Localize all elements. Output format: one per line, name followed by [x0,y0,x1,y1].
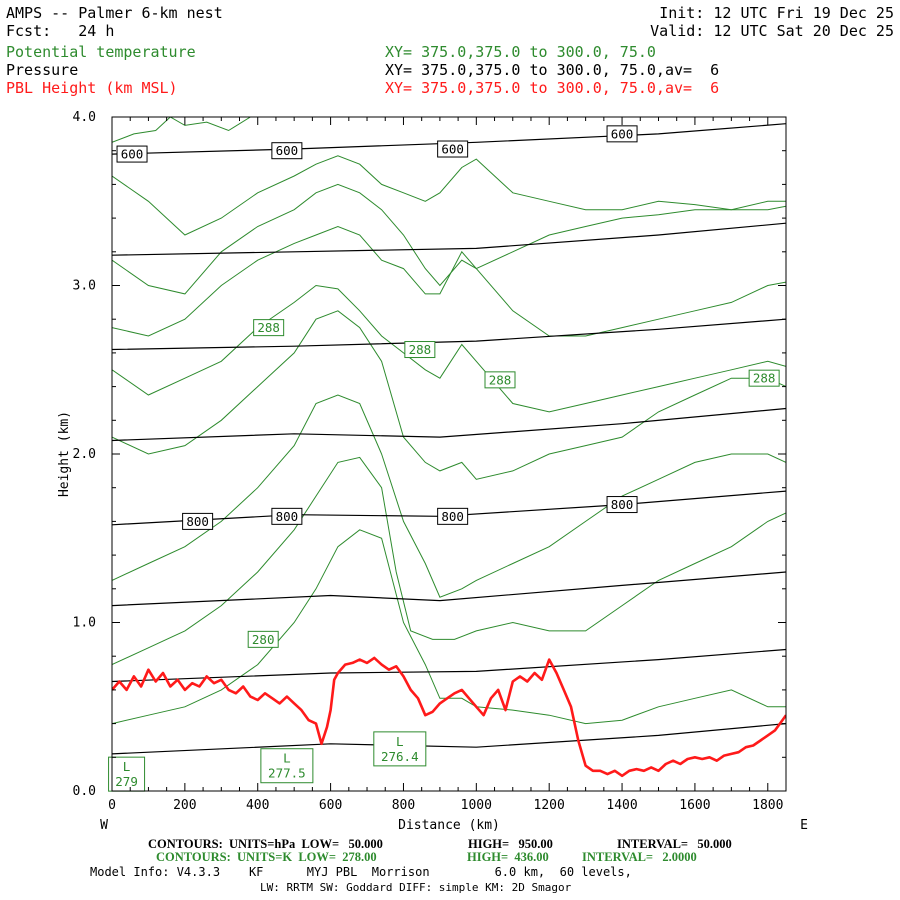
theta-label-1: 288 [257,320,280,335]
theta-label-0: 280 [252,632,275,647]
y-tick-label-1: 1.0 [73,616,96,631]
pressure-contour-700 [112,318,786,351]
theta-contour-288 [112,284,786,413]
pressure-label-7-box [606,496,638,514]
pressure-contour-750 [112,407,786,442]
pressure-label-2: 600 [441,142,464,157]
theta-label-4: 288 [753,371,776,386]
footer-theta-high: HIGH= 436.00 [467,850,549,864]
x-tick-label-0: 0 [108,798,116,813]
low-box-1 [260,748,314,784]
low-letter-2: L [396,734,404,749]
pressure-label-2-box [437,140,469,158]
theta-label-3-box [484,371,516,389]
theta-contour-294 [112,155,786,236]
low-value-1: 277.5 [268,766,306,781]
footer-model-info: Model Info: V4.3.3 KF MYJ PBL Morrison 6… [90,865,632,879]
y-tick-label-2: 2.0 [73,447,96,462]
pbl-height-line [112,656,786,778]
theta-contour-290 [112,225,786,337]
low-value-2: 276.4 [381,749,419,764]
pressure-label-5-box [271,507,303,525]
pressure-contour-600 [112,123,786,155]
chart-title: AMPS -- Palmer 6-km nest [6,4,223,22]
pressure-contour-950 [112,723,786,755]
theta-contour-284 [112,394,786,598]
x-tick-label-3: 600 [319,798,342,813]
theta-contour-286 [112,310,786,480]
legend-theta-name: Potential temperature [6,43,196,61]
valid-time: Valid: 12 UTC Sat 20 Dec 25 [650,22,894,40]
x-tick-label-8: 1600 [679,798,710,813]
x-tick-label-5: 1000 [461,798,492,813]
low-value-0: 279 [115,774,138,789]
legend-theta-xy: XY= 375.0,375.0 to 300.0, 75.0 [385,43,656,61]
low-letter-1: L [283,751,291,766]
pressure-label-1: 600 [276,143,299,158]
pressure-label-0: 600 [121,147,144,162]
plot-frame [111,116,787,792]
footer-pressure-high: HIGH= 950.00 [468,837,553,851]
east-end-label: E [800,818,808,833]
theta-contour-280 [112,529,786,725]
x-tick-label-7: 1400 [606,798,637,813]
pressure-label-4: 800 [186,514,209,529]
pressure-label-0-box [116,145,148,163]
y-tick-label-3: 3.0 [73,279,96,294]
x-tick-label-6: 1200 [534,798,565,813]
pressure-label-1-box [271,142,303,160]
theta-label-2: 288 [409,342,432,357]
theta-contour-296 [112,117,273,143]
legend-pressure-xy: XY= 375.0,375.0 to 300.0, 75.0,av= 6 [385,61,720,79]
x-axis-label: Distance (km) [398,818,500,833]
theta-contour-292 [112,183,786,295]
init-time: Init: 12 UTC Fri 19 Dec 25 [659,4,894,22]
pressure-label-3-box [606,125,638,143]
low-letter-0: L [123,759,131,774]
pressure-label-4-box [182,512,214,530]
theta-label-3: 288 [489,372,512,387]
pressure-contour-900 [112,648,786,683]
theta-label-2-box [404,341,436,359]
y-tick-label-4: 4.0 [73,110,96,125]
x-tick-label-2: 400 [246,798,269,813]
footer-theta-contours: CONTOURS: UNITS=K LOW= 278.00 [156,850,377,864]
x-tick-label-9: 1800 [752,798,783,813]
pressure-label-5: 800 [276,509,299,524]
pressure-contour-650 [112,222,786,256]
theta-contour-282 [112,456,786,666]
footer-physics-info: LW: RRTM SW: Goddard DIFF: simple KM: 2D… [260,881,572,894]
pressure-label-7: 800 [611,497,634,512]
x-tick-label-4: 800 [392,798,415,813]
forecast-hour: Fcst: 24 h [6,22,115,40]
theta-label-4-box [748,369,780,387]
low-box-2 [373,731,427,767]
pressure-label-6: 800 [441,509,464,524]
y-tick-label-0: 0.0 [73,784,96,799]
y-axis-label: Height (km) [57,411,72,497]
legend-pressure-name: Pressure [6,61,79,79]
footer-theta-interval: INTERVAL= 2.0000 [582,850,697,864]
west-end-label: W [100,818,108,833]
pressure-contour-850 [112,571,786,607]
footer-pressure-contours: CONTOURS: UNITS=hPa LOW= 50.000 [148,837,383,851]
theta-label-1-box [253,319,285,337]
footer-pressure-interval: INTERVAL= 50.000 [617,837,732,851]
legend-pbl-name: PBL Height (km MSL) [6,79,178,97]
legend-pbl-xy: XY= 375.0,375.0 to 300.0, 75.0,av= 6 [385,79,720,97]
pressure-label-6-box [437,507,469,525]
x-tick-label-1: 200 [173,798,196,813]
low-box-0 [108,756,146,792]
theta-label-0-box [247,630,279,648]
pressure-label-3: 600 [611,126,634,141]
